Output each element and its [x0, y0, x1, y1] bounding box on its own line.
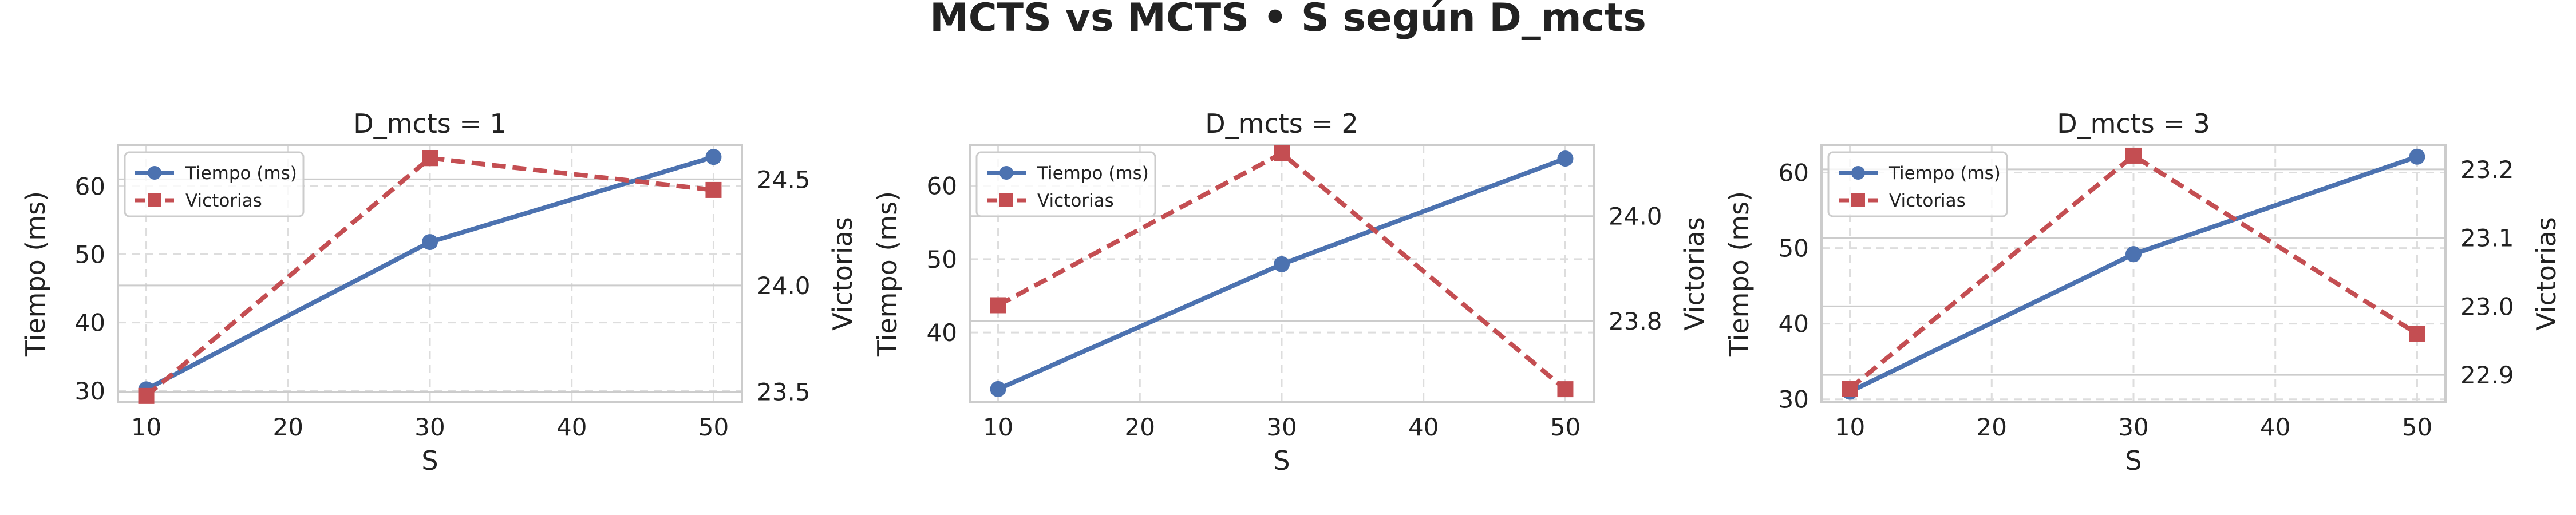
- y2-tick-label: 24.0: [1609, 203, 1662, 231]
- data-point-tiempo: [1557, 150, 1574, 167]
- data-point-tiempo: [422, 234, 438, 251]
- legend-marker: [148, 166, 161, 180]
- legend-marker: [999, 166, 1013, 180]
- x-axis-label: S: [2125, 445, 2142, 476]
- x-tick-label: 10: [1835, 413, 1865, 441]
- y2-axis-label: Victorias: [1679, 217, 1710, 331]
- x-tick-label: 30: [414, 413, 445, 441]
- y-axis-label: Tiempo (ms): [1724, 191, 1755, 357]
- y2-tick-label: 22.9: [2460, 361, 2514, 389]
- y2-tick-label: 23.2: [2460, 156, 2514, 184]
- y-tick-label: 60: [927, 172, 957, 200]
- x-tick-label: 10: [131, 413, 161, 441]
- y-tick-label: 40: [927, 319, 957, 347]
- y2-tick-label: 24.0: [757, 272, 811, 300]
- data-point-victorias: [705, 181, 722, 198]
- series-line-victorias: [144, 156, 714, 398]
- y2-tick-label: 23.5: [757, 378, 811, 406]
- y-tick-label: 60: [75, 172, 105, 200]
- x-tick-label: 40: [1408, 413, 1439, 441]
- legend: Tiempo (ms) Victorias: [124, 151, 305, 217]
- y-tick-label: 50: [1779, 235, 1809, 263]
- data-point-tiempo: [1274, 256, 1290, 272]
- x-tick-label: 30: [2118, 413, 2148, 441]
- legend-marker: [1851, 193, 1865, 207]
- y-tick-label: 30: [1779, 386, 1809, 414]
- y2-axis-label: Victorias: [2531, 217, 2562, 331]
- data-point-victorias: [2409, 326, 2425, 342]
- data-point-victorias: [990, 297, 1006, 314]
- y2-tick-label: 23.0: [2460, 292, 2514, 320]
- legend-label: Tiempo (ms): [185, 163, 297, 184]
- legend-marker: [148, 193, 161, 207]
- x-tick-label: 20: [273, 413, 303, 441]
- legend-label: Victorias: [1889, 191, 1966, 211]
- legend: Tiempo (ms) Victorias: [1827, 151, 2008, 217]
- data-point-victorias: [138, 387, 155, 404]
- panel-title: D_mcts = 2: [1205, 108, 1358, 139]
- panel-title: D_mcts = 3: [2057, 108, 2210, 139]
- legend-label: Victorias: [185, 191, 262, 211]
- legend-label: Victorias: [1037, 191, 1114, 211]
- data-point-victorias: [1274, 145, 1290, 161]
- series-line-victorias: [1848, 153, 2419, 391]
- legend: Tiempo (ms) Victorias: [975, 151, 1156, 217]
- legend-marker: [999, 193, 1013, 207]
- x-axis-label: S: [421, 445, 438, 476]
- data-point-tiempo: [2409, 148, 2425, 165]
- y-axis-label: Tiempo (ms): [20, 191, 51, 357]
- data-point-victorias: [1842, 381, 1858, 397]
- plot-frame: [1820, 144, 2447, 403]
- x-axis-label: S: [1273, 445, 1290, 476]
- figure-title: MCTS vs MCTS • S según D_mcts: [930, 0, 1646, 41]
- y-tick-label: 40: [1779, 310, 1809, 338]
- x-tick-label: 40: [556, 413, 587, 441]
- x-tick-label: 20: [1125, 413, 1155, 441]
- y2-axis-label: Victorias: [827, 217, 858, 331]
- y-tick-label: 50: [927, 245, 957, 274]
- y2-tick-label: 23.1: [2460, 224, 2514, 252]
- panel-title: D_mcts = 1: [353, 108, 507, 139]
- legend-marker: [1851, 166, 1865, 180]
- x-tick-label: 30: [1266, 413, 1297, 441]
- chart-panels: 10 20 30 40 50 30 40 50 60 23.5 24.0 24.5 D_mcts = 1…: [20, 108, 2562, 476]
- legend-label: Tiempo (ms): [1037, 163, 1149, 184]
- data-point-tiempo: [705, 149, 722, 165]
- data-point-tiempo: [990, 381, 1006, 397]
- y-axis-label: Tiempo (ms): [872, 191, 903, 357]
- data-point-tiempo: [2125, 246, 2142, 263]
- y-tick-label: 50: [75, 241, 105, 269]
- y2-tick-label: 23.8: [1609, 307, 1662, 335]
- data-point-victorias: [422, 150, 438, 167]
- y-tick-label: 30: [75, 377, 105, 405]
- legend-label: Tiempo (ms): [1888, 163, 2001, 184]
- chart-panel-1: 10 20 30 40 50 30 40 50 60 23.5 24.0 24.5 D_mcts = 1…: [20, 108, 858, 476]
- x-tick-label: 10: [983, 413, 1013, 441]
- x-tick-label: 50: [2402, 413, 2432, 441]
- data-point-victorias: [1557, 381, 1574, 398]
- x-tick-label: 50: [698, 413, 729, 441]
- y-tick-label: 40: [75, 309, 105, 337]
- x-tick-label: 50: [1550, 413, 1581, 441]
- chart-panel-2: 10 20 30 40 50 40 50 60 23.8 24.0 D_mcts = 2 S Tiemp…: [872, 108, 1710, 476]
- y2-tick-label: 24.5: [757, 165, 811, 193]
- chart-panel-3: 10 20 30 40 50 30 40 50 60 22.9 23.0 23.1 23.2 D_mcts…: [1724, 108, 2562, 476]
- plot-frame: [117, 144, 743, 403]
- x-tick-label: 20: [1977, 413, 2007, 441]
- data-point-victorias: [2125, 147, 2142, 164]
- y-tick-label: 60: [1779, 159, 1809, 187]
- x-tick-label: 40: [2260, 413, 2290, 441]
